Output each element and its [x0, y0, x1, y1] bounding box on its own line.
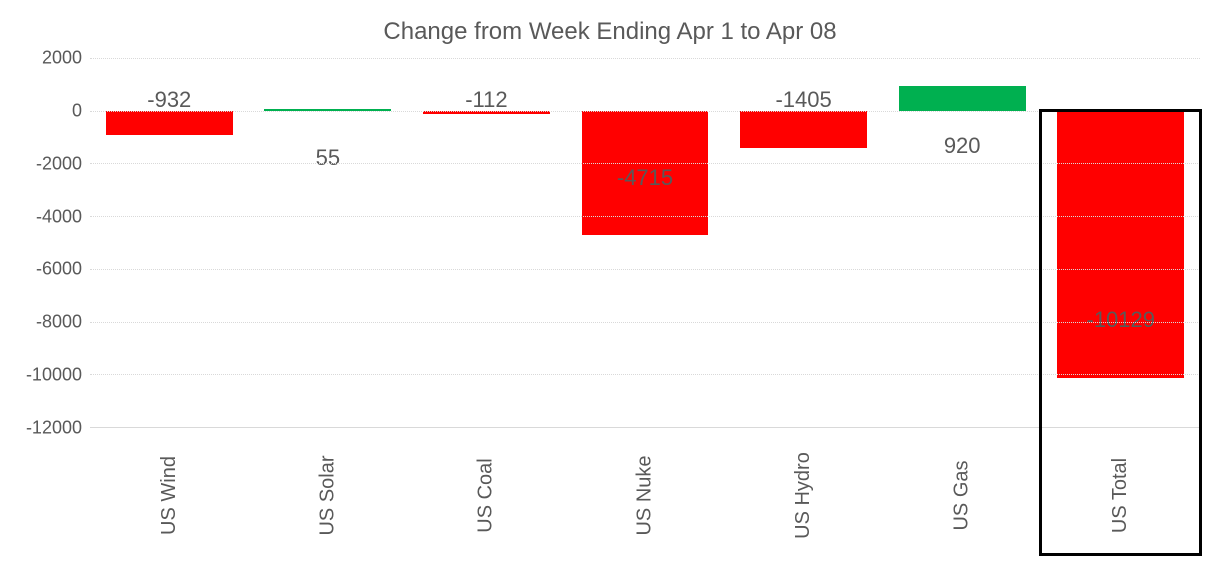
gridline — [90, 322, 1200, 323]
x-axis-slot: US Coal — [407, 428, 566, 558]
y-tick-label: -6000 — [36, 259, 82, 280]
plot-area: -932 55 -112 -4715 -1405 920 -10129 — [90, 58, 1200, 428]
bar-slot: 55 — [249, 58, 408, 427]
chart-container: Change from Week Ending Apr 1 to Apr 08 … — [0, 0, 1220, 571]
data-label: -112 — [465, 87, 507, 113]
bar-slot: -112 — [407, 58, 566, 427]
chart-title: Change from Week Ending Apr 1 to Apr 08 — [20, 18, 1200, 46]
x-axis-slot: US Nuke — [566, 428, 725, 558]
gridline — [90, 111, 1200, 112]
x-axis-slot: US Gas — [883, 428, 1042, 558]
gridline — [90, 216, 1200, 217]
x-axis-label: US Nuke — [634, 455, 657, 535]
gridline — [90, 58, 1200, 59]
x-axis-label: US Wind — [158, 456, 181, 535]
y-tick-label: -8000 — [36, 312, 82, 333]
y-tick-label: -2000 — [36, 153, 82, 174]
x-axis-label: US Hydro — [792, 452, 815, 539]
bar-slot: -1405 — [724, 58, 883, 427]
x-axis-slot: US Solar — [249, 428, 408, 558]
bar — [899, 86, 1026, 110]
x-axis-slot: US Hydro — [724, 428, 883, 558]
bars-layer: -932 55 -112 -4715 -1405 920 -10129 — [90, 58, 1200, 427]
gridline — [90, 163, 1200, 164]
y-tick-label: 0 — [72, 100, 82, 121]
gridline — [90, 427, 1200, 428]
x-axis: US Wind US Solar US Coal US Nuke US Hydro US … — [90, 428, 1200, 558]
x-axis-label: US Gas — [951, 460, 974, 530]
bar-slot: -932 — [90, 58, 249, 427]
y-tick-label: -10000 — [26, 365, 82, 386]
bar-slot: -4715 — [566, 58, 725, 427]
y-tick-label: -4000 — [36, 206, 82, 227]
x-axis-slot: US Wind — [90, 428, 249, 558]
bar-slot: 920 — [883, 58, 1042, 427]
data-label: -932 — [147, 87, 191, 113]
x-axis-label: US Coal — [475, 458, 498, 532]
x-axis-slot: US Total — [1041, 428, 1200, 558]
bar — [740, 111, 867, 148]
gridline — [90, 374, 1200, 375]
y-axis: 20000-2000-4000-6000-8000-10000-12000 — [20, 58, 90, 428]
chart-body: 20000-2000-4000-6000-8000-10000-12000 -9… — [20, 58, 1200, 428]
bar — [106, 111, 233, 136]
data-label: -4715 — [617, 165, 673, 191]
x-axis-label: US Total — [1109, 457, 1132, 532]
bar — [1057, 111, 1184, 378]
data-label: -1405 — [775, 87, 831, 113]
gridline — [90, 269, 1200, 270]
bar-slot: -10129 — [1041, 58, 1200, 427]
y-tick-label: 2000 — [42, 48, 82, 69]
x-axis-label: US Solar — [316, 455, 339, 535]
data-label: 55 — [316, 145, 340, 171]
data-label: 920 — [944, 133, 981, 159]
data-label: -10129 — [1086, 307, 1155, 333]
y-tick-label: -12000 — [26, 418, 82, 439]
